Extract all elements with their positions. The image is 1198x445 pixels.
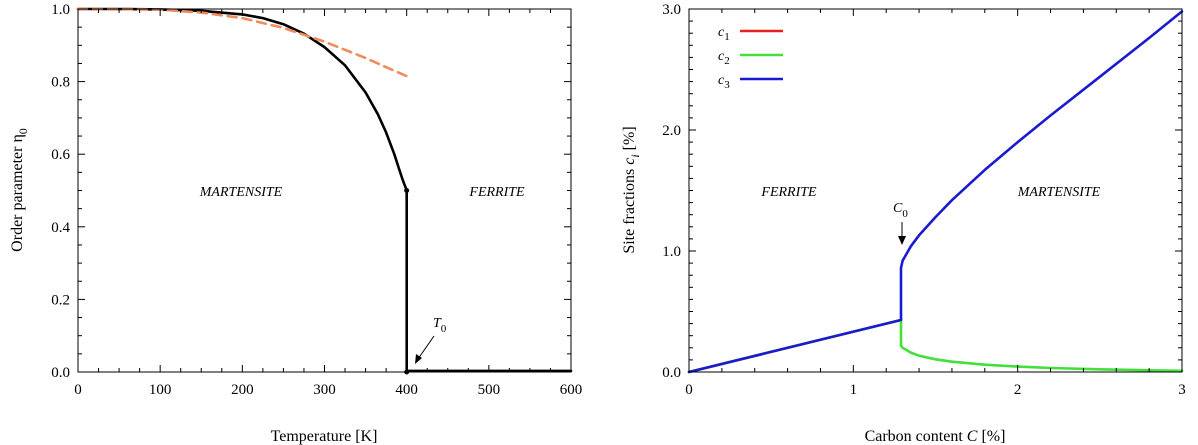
x-axis-title: Temperature [K] (271, 428, 378, 445)
x-tick-label: 0 (685, 382, 693, 398)
c0-label: C0 (893, 201, 908, 220)
region-label-martensite: MARTENSITE (1017, 185, 1101, 200)
x-tick-label: 2 (1014, 382, 1022, 398)
legend-label-1: c1 (718, 25, 730, 43)
y-tick-label: 0.0 (51, 365, 70, 381)
x-tick-label: 0 (74, 382, 82, 398)
t0-label: T0 (433, 316, 447, 335)
y-tick-label: 1.0 (51, 2, 70, 18)
y-tick-label: 3.0 (662, 2, 681, 18)
site-fractions-chart: 0 1 2 3 0.0 1.0 2.0 3.0 c1 c2 c3 FERRITE MARTENSI… (621, 2, 1186, 445)
y-tick-label: 0.8 (51, 75, 70, 91)
x-tick-label: 500 (478, 382, 501, 398)
y-tick-label: 2.0 (662, 123, 681, 139)
x-tick-label: 400 (395, 382, 418, 398)
x-axis-title: Carbon content C [%] (865, 428, 1006, 445)
region-label-martensite: MARTENSITE (199, 185, 283, 200)
legend: c1 c2 c3 (718, 25, 783, 91)
x-tick-label: 200 (231, 382, 254, 398)
y-tick-label: 0.6 (51, 147, 70, 163)
legend-label-3: c3 (718, 73, 730, 91)
region-label-ferrite: FERRITE (760, 185, 817, 200)
y-tick-label: 0.0 (662, 365, 681, 381)
point-marker-1 (404, 188, 410, 193)
y-tick-label: 0.4 (51, 220, 70, 236)
region-label-ferrite: FERRITE (468, 185, 525, 200)
y-tick-label: 1.0 (662, 244, 681, 260)
series-line-1 (76, 7, 573, 374)
series-line-2 (76, 7, 409, 78)
series-line-3 (687, 10, 1184, 374)
order-parameter-chart: 0 100 200 300 400 500 600 0.0 0.2 0.4 0.6 0.8 1.0 MA… (9, 2, 582, 445)
t0-arrow (415, 335, 435, 364)
y-axis-title: Order parameter η0 (9, 128, 30, 252)
y-tick-label: 0.2 (51, 292, 70, 308)
series-line-2 (687, 318, 1184, 374)
legend-label-2: c2 (718, 49, 730, 67)
x-tick-label: 1 (850, 382, 858, 398)
x-tick-label: 100 (149, 382, 172, 398)
c0-arrow (898, 222, 906, 245)
x-tick-label: 300 (313, 382, 336, 398)
y-axis-title: Site fractions ci [%] (621, 126, 642, 253)
x-tick-label: 3 (1178, 382, 1186, 398)
x-tick-label: 600 (560, 382, 583, 398)
